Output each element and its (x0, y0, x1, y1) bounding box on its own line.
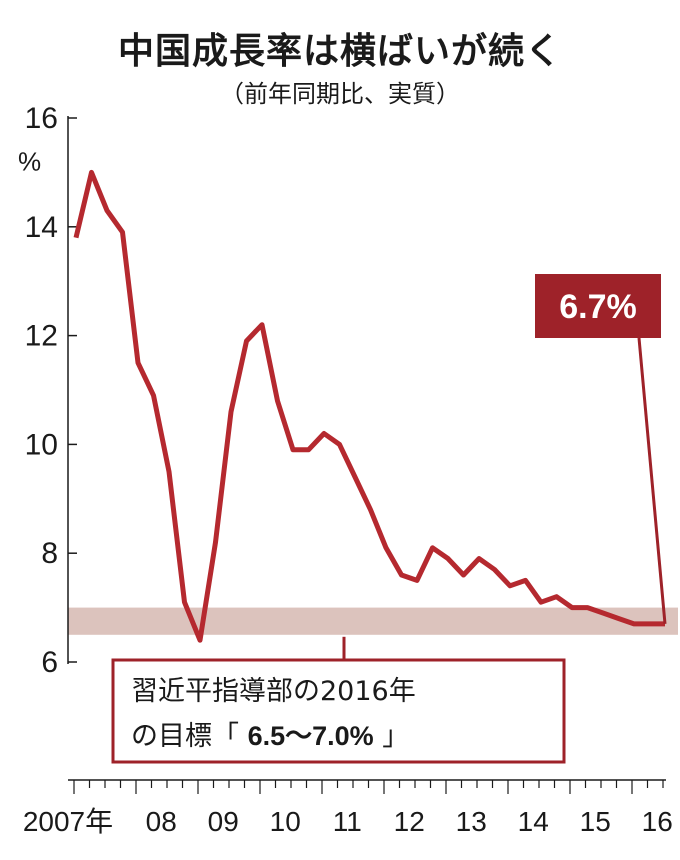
x-tick-label: 13 (456, 806, 487, 837)
target-box (111, 658, 566, 764)
callout-leader (637, 337, 667, 625)
chart-subtitle: （前年同期比、実質） (220, 80, 460, 108)
x-tick-label: 10 (270, 806, 301, 837)
y-tick-label: 8 (41, 537, 58, 570)
x-tick-label: 12 (394, 806, 425, 837)
y-tick-label: 16 (25, 102, 58, 135)
y-unit-label: % (18, 147, 41, 177)
x-tick-label: 16 (642, 806, 673, 837)
x-tick-label: 11 (333, 806, 362, 837)
target-text-value: 6.5～7.0% (248, 721, 374, 751)
target-band (68, 607, 678, 635)
chart-title: 中国成長率は横ばいが続く (117, 31, 562, 72)
last-value-callout: 6.7% (535, 274, 667, 625)
x-tick-label: 15 (580, 806, 611, 837)
x-ticks: 2007年 08 09 10 11 12 13 14 15 16 (23, 780, 673, 837)
x-tick-label: 08 (146, 806, 177, 837)
target-text-post: 」 (382, 721, 409, 752)
target-text-line2: の目標「 6.5～7.0% 」 (131, 721, 409, 752)
growth-line (73, 169, 665, 643)
y-tick-label: 10 (25, 428, 58, 461)
y-tick-label: 12 (25, 320, 58, 353)
callout-box (535, 274, 661, 338)
target-text-line1: 習近平指導部の2016年 (131, 676, 416, 707)
x-tick-label: 09 (208, 806, 239, 837)
y-ticks: 16 14 12 10 8 6 (25, 102, 77, 679)
x-tick-label: 2007年 (23, 806, 113, 837)
target-text-pre: の目標「 (131, 721, 239, 752)
callout-value: 6.7% (559, 288, 637, 326)
target-annotation: 習近平指導部の2016年 の目標「 6.5～7.0% 」 (111, 636, 566, 764)
y-tick-label: 14 (25, 211, 58, 244)
x-tick-label: 14 (518, 806, 549, 837)
y-tick-label: 6 (41, 646, 58, 679)
